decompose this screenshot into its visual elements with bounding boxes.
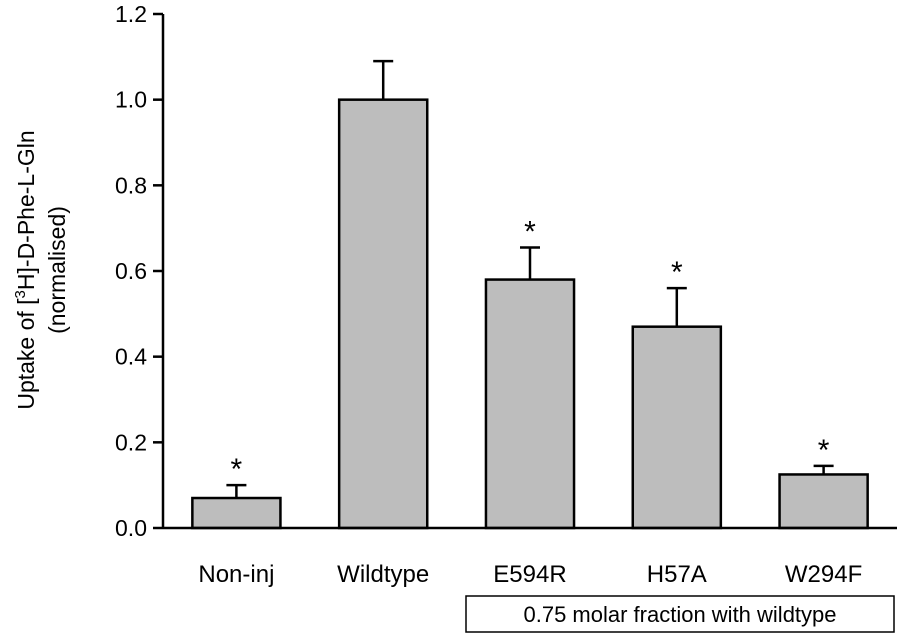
annotation-text: 0.75 molar fraction with wildtype xyxy=(523,602,836,627)
x-tick-label: E594R xyxy=(493,561,566,588)
y-tick-label: 0.0 xyxy=(115,515,147,541)
bar-w294f xyxy=(778,473,869,530)
y-axis-ticks: 0.0 0.2 0.4 0.6 0.8 1.0 1.2 xyxy=(115,1,163,541)
significance-marker: * xyxy=(231,453,243,486)
significance-marker: * xyxy=(818,434,830,467)
bar-h57a xyxy=(631,325,723,530)
y-axis-label-line1: Uptake of [3H]-D-Phe-L-Gln xyxy=(12,130,39,409)
bar-e594r xyxy=(484,278,576,530)
bar-wildtype xyxy=(337,98,429,530)
x-tick-label: Non-inj xyxy=(198,561,274,588)
y-tick-label: 1.2 xyxy=(115,1,147,27)
x-tick-label: Wildtype xyxy=(337,561,429,588)
significance-marker: * xyxy=(524,215,536,248)
y-tick-label: 0.4 xyxy=(115,344,147,370)
bars: * Non-inj Wildtype * E594R * H57A * W294F xyxy=(191,59,869,588)
y-axis-label-line2: (normalised) xyxy=(44,206,70,334)
annotation-box: 0.75 molar fraction with wildtype xyxy=(465,595,895,633)
y-tick-label: 0.6 xyxy=(115,258,147,284)
significance-marker: * xyxy=(671,256,683,289)
annotation-frame xyxy=(465,595,895,633)
y-tick-label: 0.8 xyxy=(115,172,147,198)
bar-non-inj xyxy=(191,496,282,530)
x-tick-label: W294F xyxy=(785,561,862,588)
y-tick-label: 0.2 xyxy=(115,429,147,455)
y-tick-label: 1.0 xyxy=(115,87,147,113)
axes xyxy=(161,14,897,530)
x-tick-label: H57A xyxy=(647,561,707,588)
y-axis-label: Uptake of [3H]-D-Phe-L-Gln (normalised) xyxy=(12,130,70,409)
